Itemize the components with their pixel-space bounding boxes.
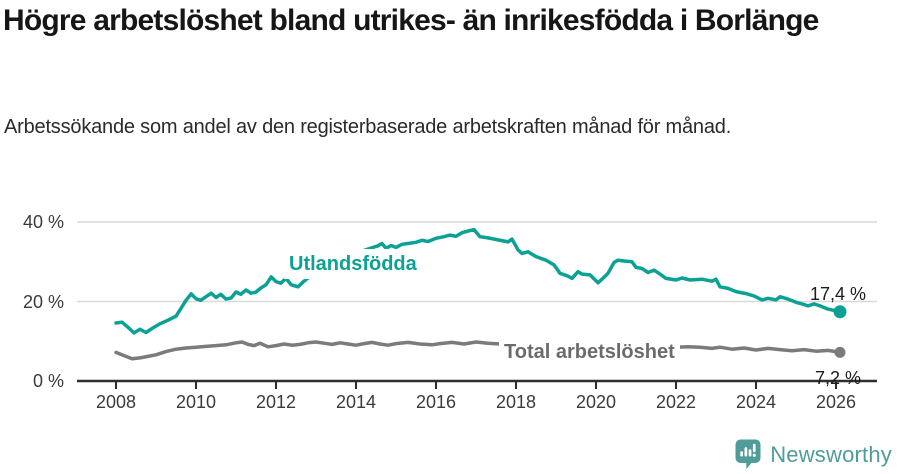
end-value-label-utlandsfodda: 17,4 % [809, 284, 866, 304]
x-tick-label: 2020 [575, 392, 617, 412]
x-tick-label: 2022 [655, 392, 697, 412]
series-end-dot [834, 346, 846, 358]
newsworthy-speech-bubble-bar-chart-icon [735, 439, 761, 470]
series-end-dot [833, 305, 847, 319]
x-tick-label: 2014 [335, 392, 377, 412]
y-tick-label: 0 % [32, 371, 64, 391]
newsworthy-wordmark: Newsworthy [770, 441, 892, 467]
x-tick-label: 2010 [175, 392, 217, 412]
x-tick-label: 2018 [495, 392, 537, 412]
x-tick-label: 2008 [95, 392, 137, 412]
chart-subtitle: Arbetssökande som andel av den registerb… [4, 116, 732, 138]
y-tick-label: 20 % [22, 291, 64, 312]
x-tick-label: 2024 [735, 392, 777, 412]
x-tick-label: 2016 [415, 392, 457, 412]
newsworthy-logo: Newsworthy [735, 439, 892, 470]
end-value-label-total-arbetsloshet: 7,2 % [814, 368, 861, 388]
x-tick-label: 2012 [255, 392, 297, 412]
x-tick-label: 2026 [815, 392, 857, 412]
page-title: Högre arbetslöshet bland utrikes- än inr… [3, 4, 819, 37]
y-tick-label: 40 % [22, 212, 64, 232]
series-label-total-arbetsloshet: Total arbetslöshet [499, 338, 680, 366]
series-label-utlandsfodda: Utlandsfödda [284, 249, 422, 279]
